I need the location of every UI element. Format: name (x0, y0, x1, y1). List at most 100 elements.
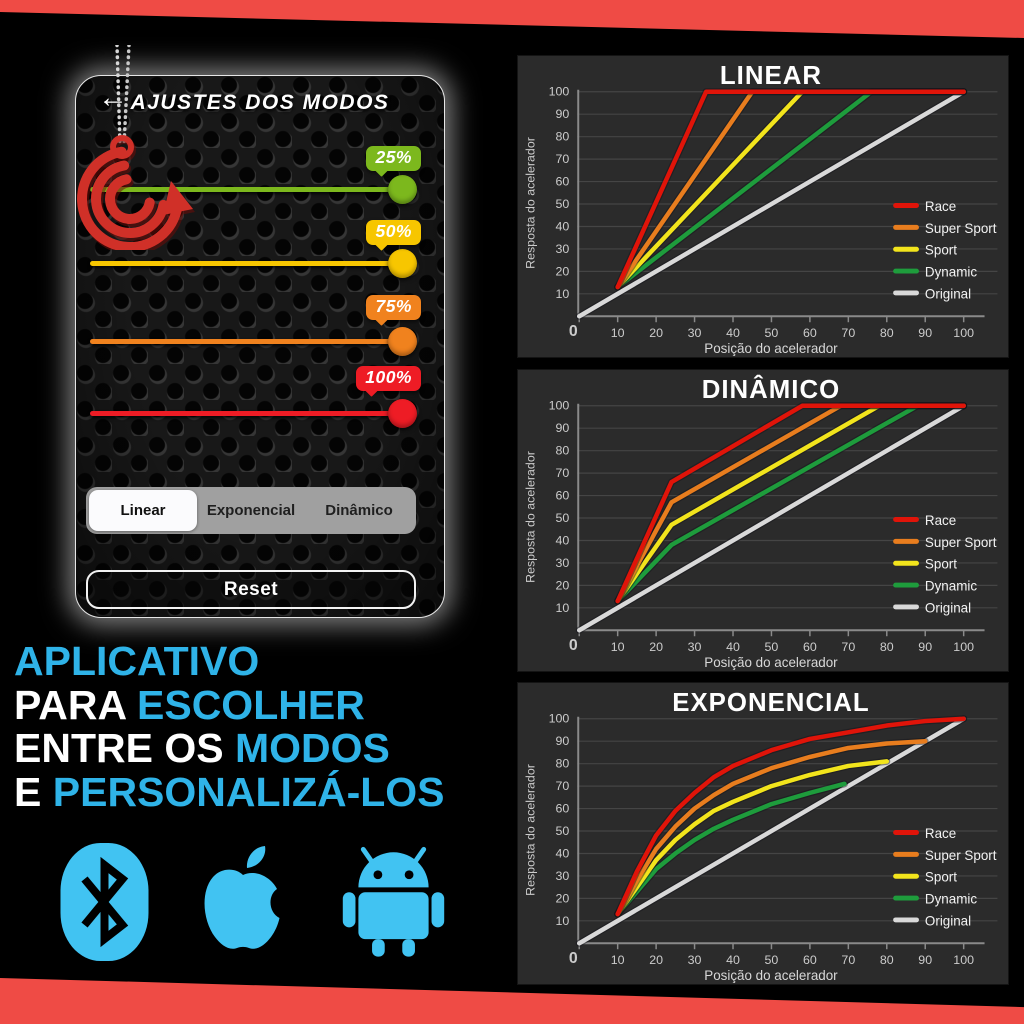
y-tick-label: 70 (555, 152, 569, 166)
y-tick-label: 20 (555, 578, 569, 592)
x-tick-label: 10 (611, 326, 625, 340)
slider-value-badge: 50% (366, 220, 421, 245)
x-tick-label: 60 (803, 326, 817, 340)
slider-knob[interactable] (388, 174, 417, 204)
chart-svg: 0 10 20 30 40 50 60 70 80 90 100 10 20 30 40 50 60 70 80 90… (524, 62, 998, 356)
x-tick-label: 0 (569, 950, 578, 967)
x-tick-label: 80 (880, 953, 894, 967)
legend-swatch (893, 203, 919, 208)
android-icon (342, 846, 445, 957)
y-tick-label: 60 (555, 488, 569, 502)
slider-track[interactable] (90, 410, 403, 416)
y-tick-label: 60 (555, 802, 569, 816)
legend-swatch (893, 290, 919, 296)
y-tick-label: 100 (549, 85, 570, 99)
series-original (576, 716, 966, 946)
apple-icon (204, 846, 280, 949)
legend-label: Super Sport (925, 848, 997, 863)
y-tick-label: 70 (555, 779, 569, 793)
y-axis-label: Resposta do acelerador (524, 451, 538, 583)
y-tick-label: 30 (555, 242, 569, 256)
y-tick-label: 30 (555, 869, 569, 883)
legend-swatch (893, 582, 919, 588)
slider-knob[interactable] (388, 248, 417, 278)
x-tick-label: 30 (688, 953, 702, 967)
slider-track[interactable] (90, 338, 403, 344)
segment-dinamico[interactable]: Dinâmico (305, 490, 413, 531)
headline-line: ENTRE OS MODOS (14, 725, 390, 771)
legend-label: Original (925, 600, 971, 615)
legend-label: Race (925, 512, 956, 527)
segment-exponencial[interactable]: Exponencial (197, 490, 305, 531)
x-tick-label: 60 (803, 640, 817, 654)
headline-line: PARA ESCOLHER (14, 681, 365, 728)
y-tick-label: 80 (555, 757, 569, 771)
legend-label: Dynamic (925, 892, 977, 907)
slider-track[interactable] (90, 186, 403, 192)
chart-title: EXPONENCIAL (672, 689, 869, 717)
x-tick-label: 90 (918, 953, 932, 967)
app-title: AJUSTES DOS MODOS (130, 91, 390, 114)
segment-linear[interactable]: Linear (89, 490, 197, 531)
legend-label: Super Sport (925, 221, 997, 236)
phone-app-screenshot: ← AJUSTES DOS MODOS 25% 50% 75% 100% Linear… (75, 75, 445, 618)
x-tick-label: 20 (649, 640, 663, 654)
series-race (615, 716, 966, 917)
y-tick-label: 40 (555, 533, 569, 547)
series-sport (615, 759, 890, 917)
series-original (576, 403, 966, 633)
x-tick-label: 20 (649, 326, 663, 340)
y-tick-label: 40 (555, 846, 569, 860)
x-tick-label: 90 (918, 640, 932, 654)
legend-swatch (893, 851, 919, 857)
y-tick-label: 10 (555, 914, 569, 928)
y-tick-label: 70 (555, 466, 569, 480)
y-tick-label: 50 (555, 824, 569, 838)
legend-swatch (893, 873, 919, 879)
back-button[interactable]: ← (92, 82, 134, 114)
top-red-band (0, 0, 1024, 38)
y-tick-label: 50 (555, 510, 569, 524)
platform-icons (58, 838, 452, 966)
legend-label: Sport (925, 243, 957, 258)
x-tick-label: 10 (611, 640, 625, 654)
x-tick-label: 40 (726, 326, 740, 340)
legend-label: Original (925, 286, 971, 301)
x-tick-label: 70 (841, 640, 855, 654)
x-tick-label: 40 (726, 640, 740, 654)
x-tick-label: 0 (569, 637, 578, 654)
x-tick-label: 40 (726, 953, 740, 967)
x-tick-label: 100 (953, 640, 974, 654)
legend-swatch (893, 830, 919, 835)
chart-title: DINÂMICO (702, 373, 840, 403)
chart-title: LINEAR (720, 62, 822, 90)
headline-line: APLICATIVO (14, 638, 260, 684)
y-tick-label: 90 (555, 107, 569, 121)
slider-track[interactable] (90, 260, 403, 266)
series-super-sport (615, 738, 928, 917)
y-tick-label: 100 (549, 398, 570, 412)
legend-label: Dynamic (925, 265, 977, 280)
series-original (576, 89, 966, 319)
legend-swatch (893, 895, 919, 901)
legend-swatch (893, 224, 919, 230)
legend-swatch (893, 917, 919, 923)
x-tick-label: 30 (688, 326, 702, 340)
x-tick-label: 100 (953, 953, 974, 967)
slider-knob[interactable] (388, 398, 417, 428)
linear-chart: 0 10 20 30 40 50 60 70 80 90 100 10 20 30 40 50 60 70 80 90… (517, 55, 1009, 358)
y-tick-label: 80 (555, 130, 569, 144)
x-tick-label: 0 (569, 323, 578, 340)
x-tick-label: 70 (841, 953, 855, 967)
reset-button[interactable]: Reset (86, 570, 416, 609)
x-tick-label: 20 (649, 953, 663, 967)
charts-column: 0 10 20 30 40 50 60 70 80 90 100 10 20 30 40 50 60 70 80 90… (517, 55, 1009, 996)
y-tick-label: 30 (555, 555, 569, 569)
y-tick-label: 80 (555, 443, 569, 457)
y-tick-label: 50 (555, 197, 569, 211)
x-axis-label: Posição do acelerador (704, 655, 838, 670)
slider-knob[interactable] (388, 326, 417, 356)
y-axis-label: Resposta do acelerador (524, 764, 538, 896)
series-dynamic (615, 781, 847, 917)
